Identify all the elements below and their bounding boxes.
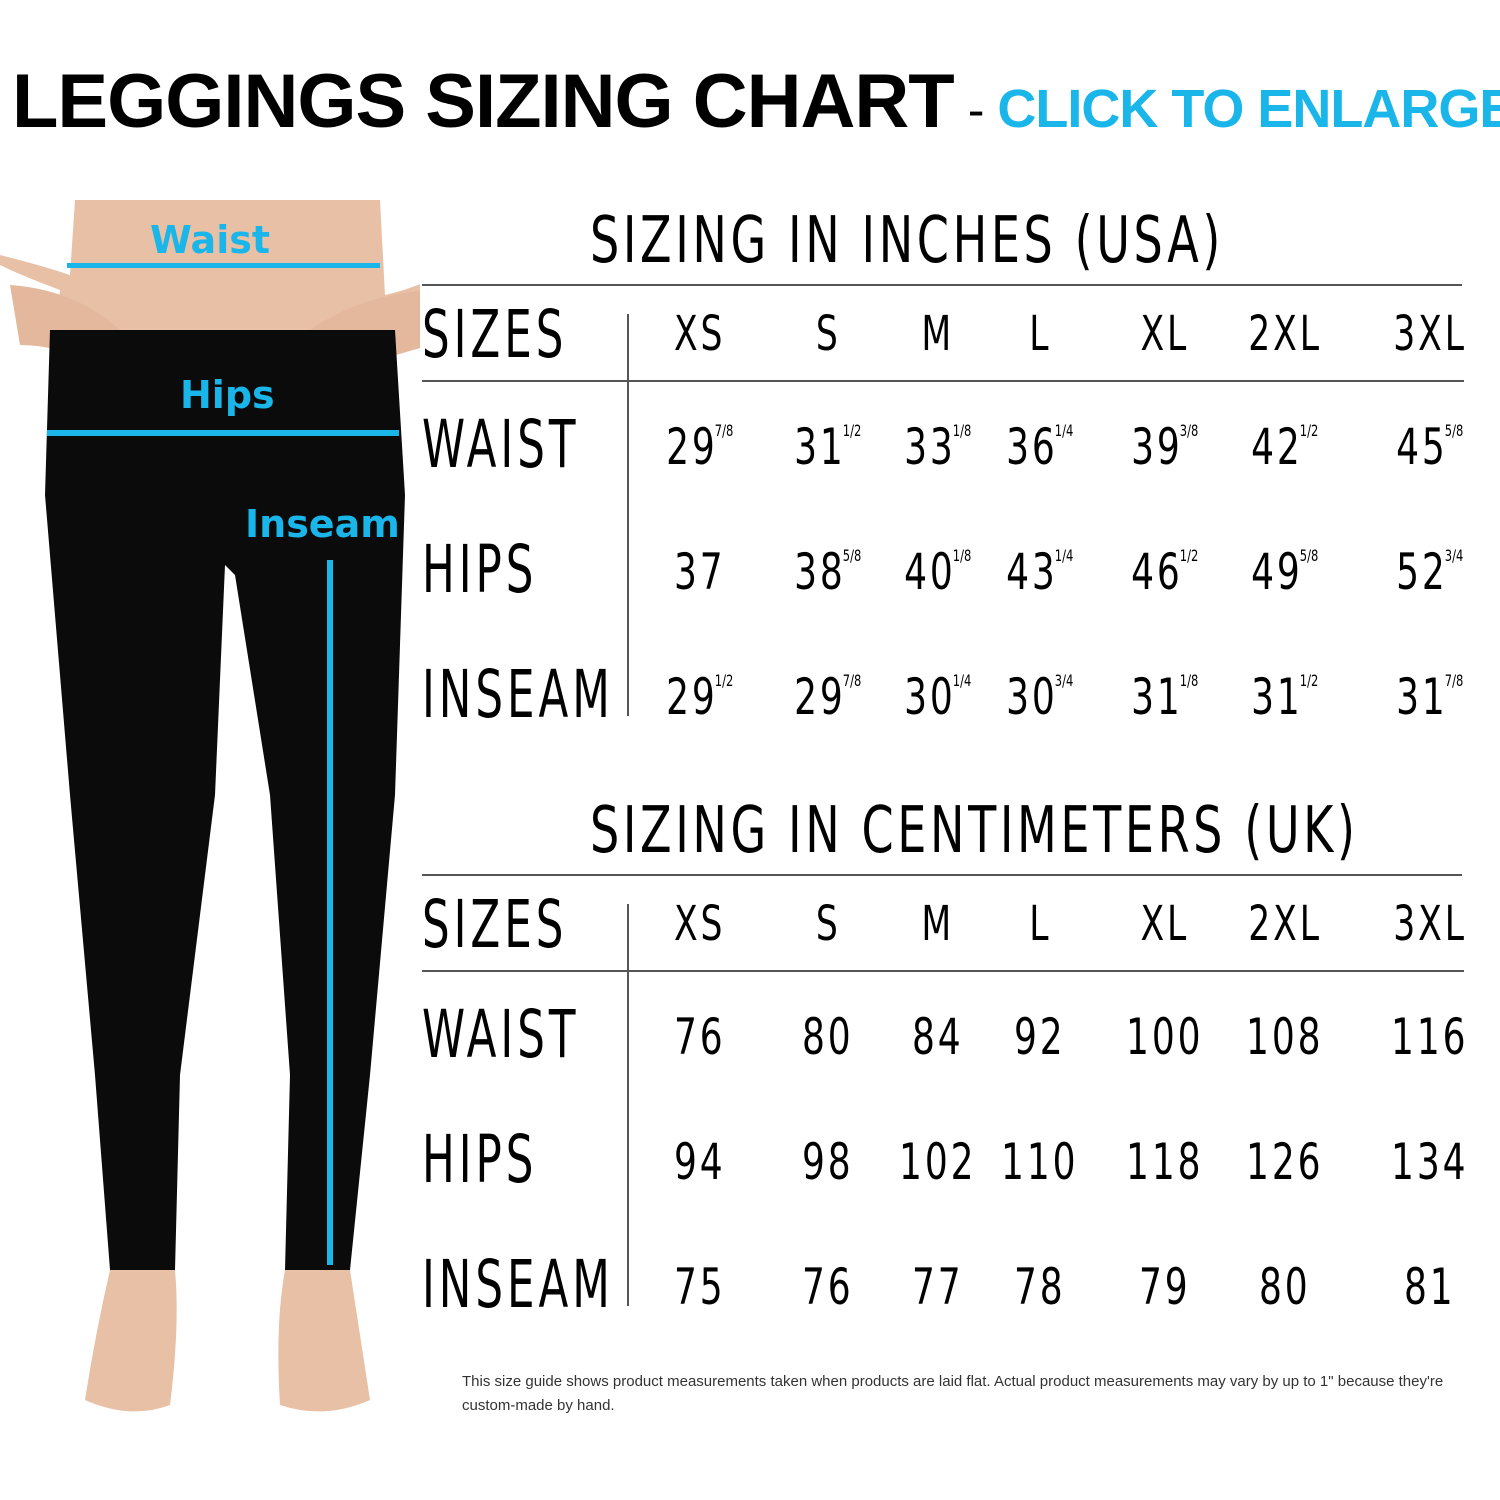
cell-inseam-s: 76: [802, 1258, 854, 1316]
click-to-enlarge-link[interactable]: CLICK TO ENLARGE: [997, 79, 1500, 139]
title-text: LEGGINGS SIZING CHART: [12, 59, 955, 144]
cell-hips-2xl: 495/8: [1251, 543, 1319, 601]
cell-waist-xl: 393/8: [1131, 418, 1199, 476]
inseam-label: Inseam: [245, 502, 400, 546]
inseam-measure-line: [327, 560, 333, 1265]
cell-hips-m: 401/8: [904, 543, 972, 601]
divider: [422, 380, 1464, 382]
row-label-inseam: INSEAM: [422, 1246, 614, 1323]
size-header-s: S: [815, 306, 841, 362]
size-header-l: L: [1028, 306, 1052, 362]
cell-waist-s: 80: [802, 1008, 854, 1066]
cell-hips-l: 431/4: [1006, 543, 1074, 601]
row-label-waist: WAIST: [422, 996, 580, 1073]
cell-inseam-xs: 75: [674, 1258, 726, 1316]
cell-inseam-3xl: 81: [1404, 1258, 1456, 1316]
cell-waist-2xl: 108: [1246, 1008, 1324, 1066]
waist-measure-line: [67, 263, 380, 268]
cell-hips-2xl: 126: [1246, 1133, 1324, 1191]
cell-hips-m: 102: [899, 1133, 977, 1191]
cell-inseam-3xl: 317/8: [1396, 668, 1464, 726]
cell-hips-xs: 37: [674, 543, 726, 601]
inches-table-title: SIZING IN INCHES (USA): [590, 204, 1224, 278]
cell-hips-xs: 94: [674, 1133, 726, 1191]
divider: [422, 874, 1462, 876]
cell-inseam-m: 77: [912, 1258, 964, 1316]
size-header-3xl: 3XL: [1393, 896, 1467, 952]
title-separator: -: [967, 82, 985, 138]
divider: [627, 904, 629, 1306]
cell-hips-s: 385/8: [794, 543, 862, 601]
cell-waist-s: 311/2: [794, 418, 862, 476]
hips-measure-line: [47, 430, 399, 436]
cell-waist-xs: 297/8: [666, 418, 734, 476]
size-header-xs: XS: [674, 306, 726, 362]
leggings-model-illustration: [0, 200, 420, 1412]
centimeters-table-title: SIZING IN CENTIMETERS (UK): [590, 794, 1359, 868]
divider: [422, 284, 1462, 286]
cell-inseam-xs: 291/2: [666, 668, 734, 726]
cell-waist-xl: 100: [1126, 1008, 1204, 1066]
hips-label: Hips: [180, 373, 275, 417]
cell-waist-m: 331/8: [904, 418, 972, 476]
cell-waist-3xl: 116: [1391, 1008, 1469, 1066]
waist-label: Waist: [150, 218, 271, 262]
cell-inseam-xl: 79: [1139, 1258, 1191, 1316]
cell-hips-3xl: 523/4: [1396, 543, 1464, 601]
row-label-hips: HIPS: [422, 1121, 538, 1198]
cell-hips-3xl: 134: [1391, 1133, 1469, 1191]
size-header-3xl: 3XL: [1393, 306, 1467, 362]
cell-hips-s: 98: [802, 1133, 854, 1191]
size-header-s: S: [815, 896, 841, 952]
cell-inseam-l: 303/4: [1006, 668, 1074, 726]
cell-inseam-s: 297/8: [794, 668, 862, 726]
size-header-m: M: [921, 896, 955, 952]
cell-hips-xl: 118: [1126, 1133, 1204, 1191]
size-header-xs: XS: [674, 896, 726, 952]
size-header-xl: XL: [1140, 896, 1190, 952]
cell-waist-l: 361/4: [1006, 418, 1074, 476]
size-header-l: L: [1028, 896, 1052, 952]
cell-inseam-l: 78: [1014, 1258, 1066, 1316]
cell-hips-xl: 461/2: [1131, 543, 1199, 601]
cell-waist-3xl: 455/8: [1396, 418, 1464, 476]
size-guide-note: This size guide shows product measuremen…: [462, 1373, 1444, 1414]
cell-waist-m: 84: [912, 1008, 964, 1066]
cell-inseam-2xl: 311/2: [1251, 668, 1319, 726]
cell-inseam-xl: 311/8: [1131, 668, 1199, 726]
cell-waist-2xl: 421/2: [1251, 418, 1319, 476]
size-header-m: M: [921, 306, 955, 362]
row-label-hips: HIPS: [422, 531, 538, 608]
page-title: LEGGINGS SIZING CHART - CLICK TO ENLARGE: [12, 58, 1500, 145]
sizes-label: SIZES: [422, 886, 568, 963]
divider: [422, 970, 1464, 972]
size-header-xl: XL: [1140, 306, 1190, 362]
cell-waist-l: 92: [1014, 1008, 1066, 1066]
divider: [627, 314, 629, 716]
size-header-2xl: 2XL: [1248, 306, 1322, 362]
row-label-waist: WAIST: [422, 406, 580, 483]
cell-inseam-m: 301/4: [904, 668, 972, 726]
sizes-label: SIZES: [422, 296, 568, 373]
size-header-2xl: 2XL: [1248, 896, 1322, 952]
cell-inseam-2xl: 80: [1259, 1258, 1311, 1316]
cell-hips-l: 110: [1001, 1133, 1079, 1191]
cell-waist-xs: 76: [674, 1008, 726, 1066]
row-label-inseam: INSEAM: [422, 656, 614, 733]
